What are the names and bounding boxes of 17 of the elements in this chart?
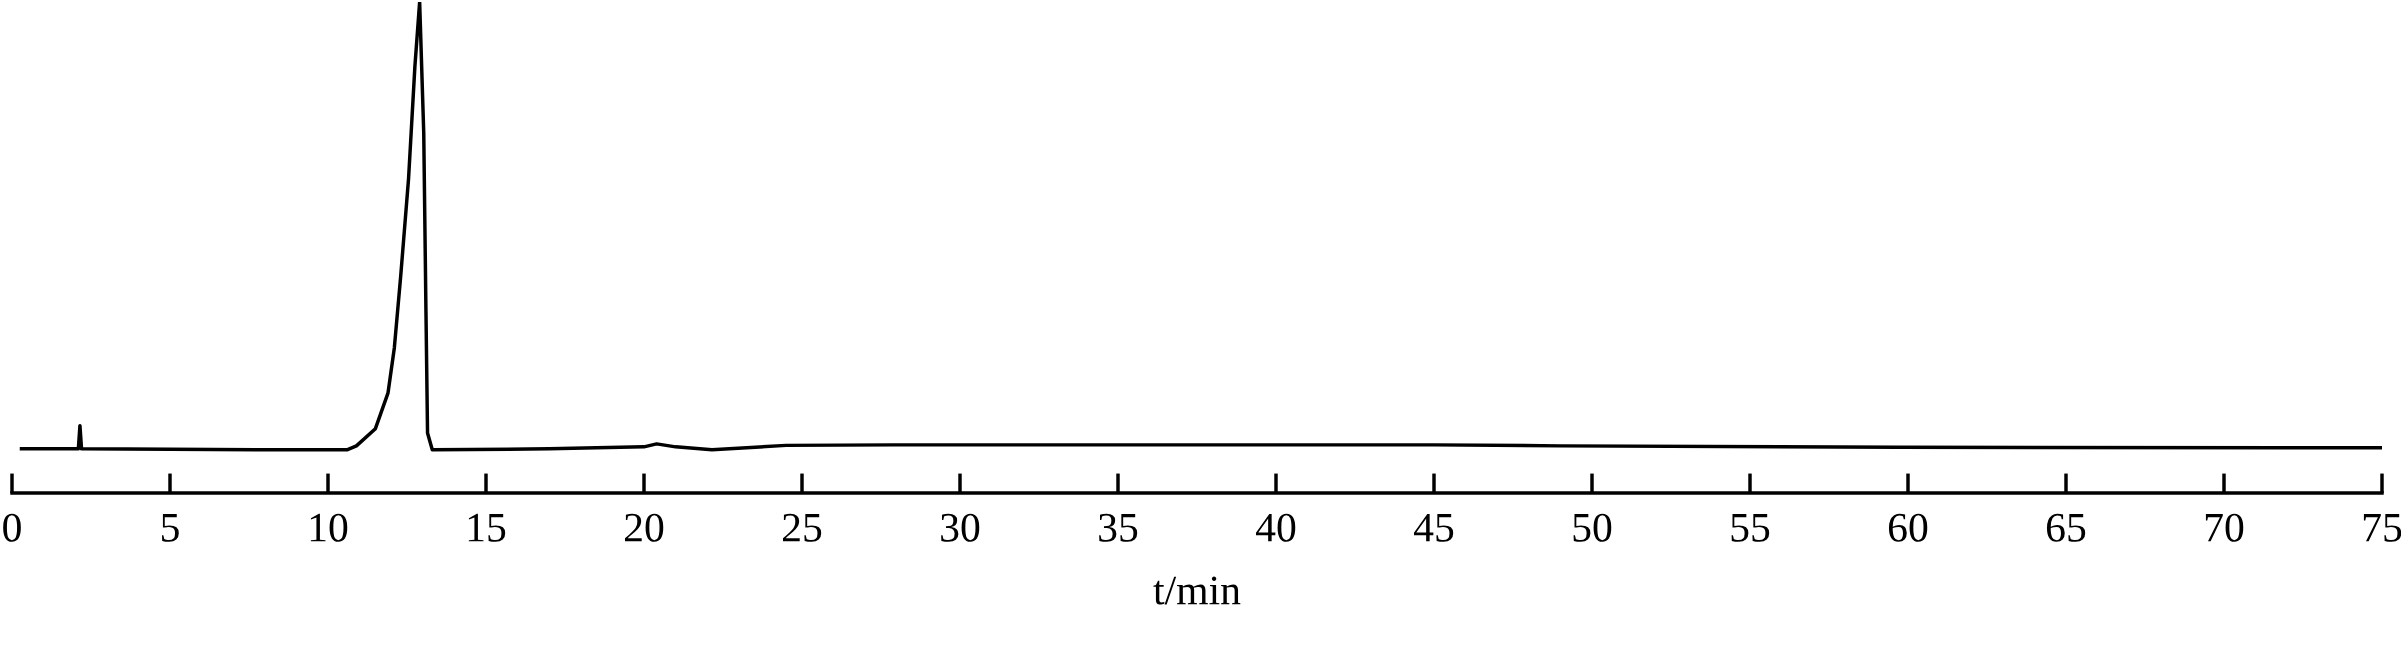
x-tick-label: 70 [2205, 513, 2244, 542]
x-tick-label: 65 [2046, 513, 2086, 542]
x-tick-label: 40 [1255, 513, 1296, 542]
x-tick-label: 75 [2363, 514, 2401, 542]
x-tick-label: 15 [468, 513, 506, 542]
x-tick-label: 25 [783, 513, 822, 542]
x-tick-label: 10 [310, 513, 348, 542]
x-tick-label: 5 [162, 514, 179, 542]
x-tick-label: 0 [3, 513, 21, 542]
x-tick-label: 35 [1099, 513, 1138, 542]
x-tick-label: 55 [1731, 514, 1770, 542]
x-axis-title: t/min [1153, 576, 1241, 605]
x-tick-label: 45 [1413, 513, 1454, 542]
x-tick-label: 60 [1888, 513, 1928, 542]
x-tick-label: 20 [625, 513, 664, 542]
x-tick-label: 50 [1573, 513, 1612, 542]
x-tick-label: 30 [941, 513, 980, 542]
